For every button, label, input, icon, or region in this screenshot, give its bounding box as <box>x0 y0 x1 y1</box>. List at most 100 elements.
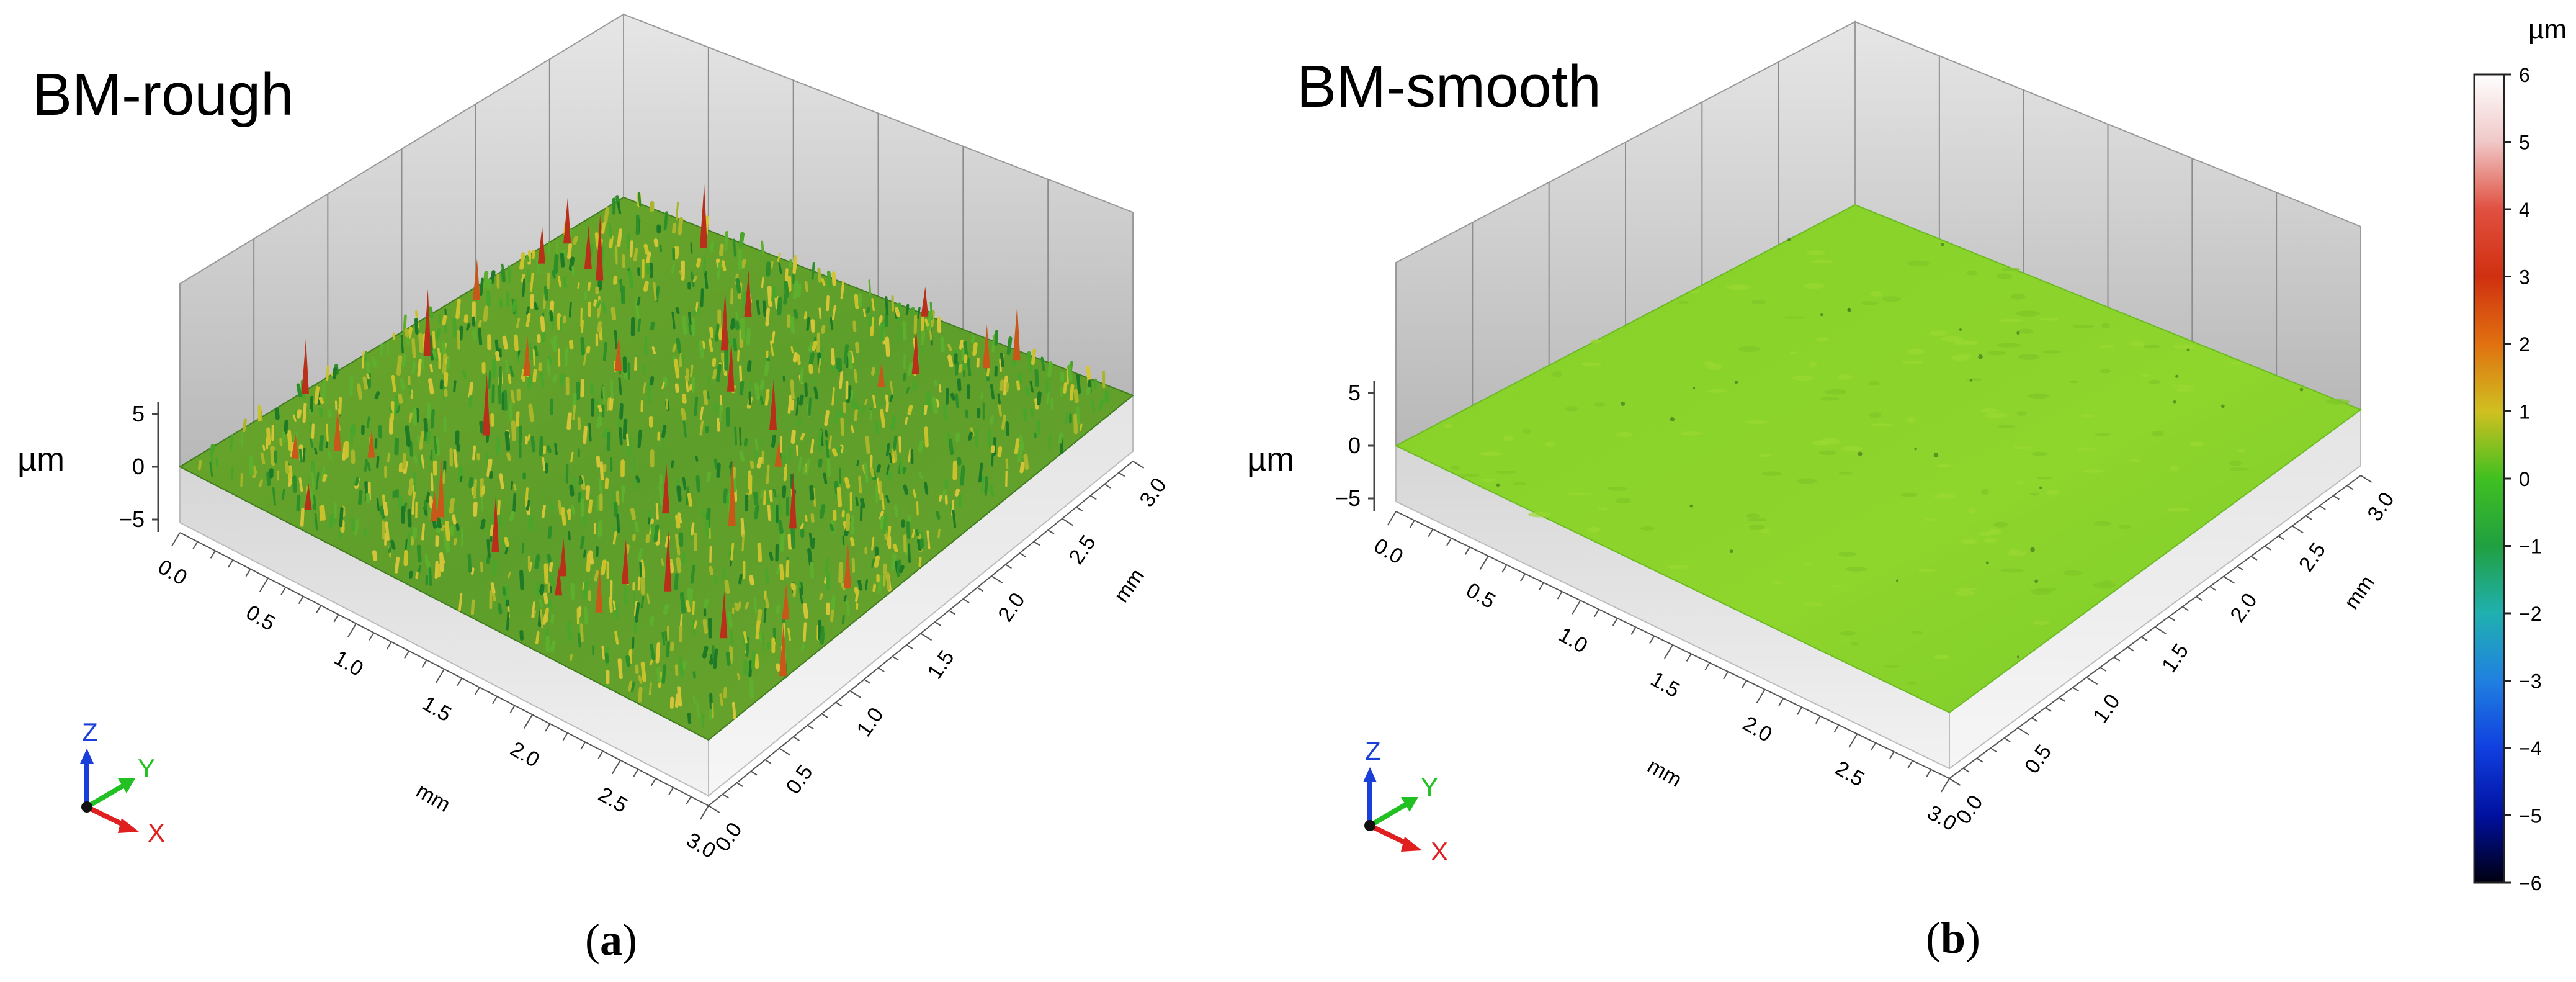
surface-asperity <box>535 582 539 599</box>
surface-asperity <box>270 446 275 466</box>
surface-asperity <box>812 538 815 549</box>
surface-asperity <box>627 362 631 380</box>
surface-ripple <box>1789 351 1798 354</box>
surface-asperity <box>800 367 803 384</box>
surface-asperity <box>579 535 585 550</box>
surface-asperity <box>793 309 799 319</box>
surface-asperity <box>633 454 636 471</box>
x-tick-mark <box>1940 778 1950 793</box>
surface-asperity <box>466 323 471 331</box>
surface-asperity <box>553 253 559 274</box>
surface-peak <box>843 543 851 589</box>
surface-ripple <box>1450 465 1460 471</box>
surface-asperity <box>258 479 263 488</box>
surface-asperity <box>350 517 356 532</box>
y-tick-mark <box>2168 616 2175 621</box>
surface-ripple <box>2148 379 2161 384</box>
surface-asperity <box>715 323 720 342</box>
surface-pit <box>1940 243 1944 246</box>
surface-asperity <box>648 682 652 696</box>
surface-asperity <box>496 436 500 453</box>
surface-asperity <box>890 416 897 431</box>
surface-ripple <box>1907 348 1925 355</box>
surface-ripple <box>1930 330 1947 336</box>
surface-asperity <box>749 575 755 586</box>
surface-asperity <box>902 320 907 341</box>
surface-asperity <box>820 631 825 645</box>
surface-asperity <box>407 327 413 339</box>
y-tick-label: 3.0 <box>1135 474 1171 511</box>
surface-peak <box>482 373 490 436</box>
surface-asperity <box>637 429 642 448</box>
surface-asperity <box>751 651 756 670</box>
surface-asperity <box>240 433 244 446</box>
surface-asperity <box>379 343 383 357</box>
colorbar-tick-label: 4 <box>2519 199 2530 221</box>
surface-ripple <box>1495 470 1516 474</box>
surface-pit <box>2030 547 2035 552</box>
surface-asperity <box>364 459 368 472</box>
surface-asperity <box>593 523 597 534</box>
surface-asperity <box>808 364 813 374</box>
surface-asperity <box>396 355 403 376</box>
surface-asperity <box>639 562 642 577</box>
surface-asperity <box>428 495 434 510</box>
surface-asperity <box>1104 390 1109 404</box>
surface-asperity <box>594 570 599 582</box>
surface-asperity <box>839 370 844 389</box>
surface-asperity <box>296 409 302 419</box>
surface-asperity <box>302 448 306 463</box>
surface-asperity <box>690 271 695 287</box>
surface-asperity <box>320 505 326 521</box>
y-tick-mark <box>2182 606 2189 611</box>
y-tick-label: 0.5 <box>2020 741 2056 778</box>
surface-asperity <box>284 420 288 435</box>
surface-asperity <box>640 661 646 682</box>
surface-asperity <box>871 536 875 551</box>
surface-pit <box>1847 307 1851 311</box>
surface-asperity <box>869 410 873 420</box>
surface-asperity <box>828 435 833 449</box>
surface-ripple <box>1900 492 1918 497</box>
surface-asperity <box>385 521 390 541</box>
surface-asperity <box>522 278 526 297</box>
surface-peak <box>621 539 629 585</box>
surface-asperity <box>445 521 450 541</box>
surface-asperity <box>501 539 508 550</box>
surface-asperity <box>588 422 592 442</box>
surface-asperity <box>713 458 718 470</box>
surface-asperity <box>800 523 804 530</box>
x-tick-mark <box>1833 724 1840 733</box>
surface-asperity <box>550 614 555 624</box>
x-tick-mark <box>1907 760 1913 768</box>
surface-asperity <box>608 397 614 411</box>
surface-ripple <box>1760 529 1770 534</box>
z-tick-label: 0 <box>1348 433 1361 458</box>
surface-asperity <box>777 297 782 316</box>
surface-asperity <box>702 390 709 405</box>
surface-asperity <box>552 374 558 384</box>
surface-asperity <box>555 240 559 255</box>
surface-asperity <box>376 498 380 511</box>
surface-asperity <box>739 365 743 382</box>
y-tick-mark <box>1976 757 1983 763</box>
surface-asperity <box>745 637 750 657</box>
surface-asperity <box>433 436 437 454</box>
surface-asperity <box>478 320 482 328</box>
surface-asperity <box>498 384 502 405</box>
surface-asperity <box>432 520 437 529</box>
surface-asperity <box>480 518 486 530</box>
surface-ripple <box>2080 413 2095 418</box>
x-tick-mark <box>1409 520 1415 528</box>
surface-asperity <box>719 693 723 706</box>
z-axis: 5 0 −5 <box>1335 380 1375 511</box>
surface-asperity <box>566 510 571 520</box>
surface-asperity <box>527 268 530 282</box>
y-tick-mark <box>1076 507 1083 511</box>
surface-asperity <box>735 312 739 320</box>
surface-asperity <box>400 335 404 354</box>
surface-asperity <box>628 270 634 289</box>
surface-asperity <box>777 252 781 262</box>
surface-asperity <box>371 356 377 368</box>
surface-asperity <box>498 512 503 527</box>
